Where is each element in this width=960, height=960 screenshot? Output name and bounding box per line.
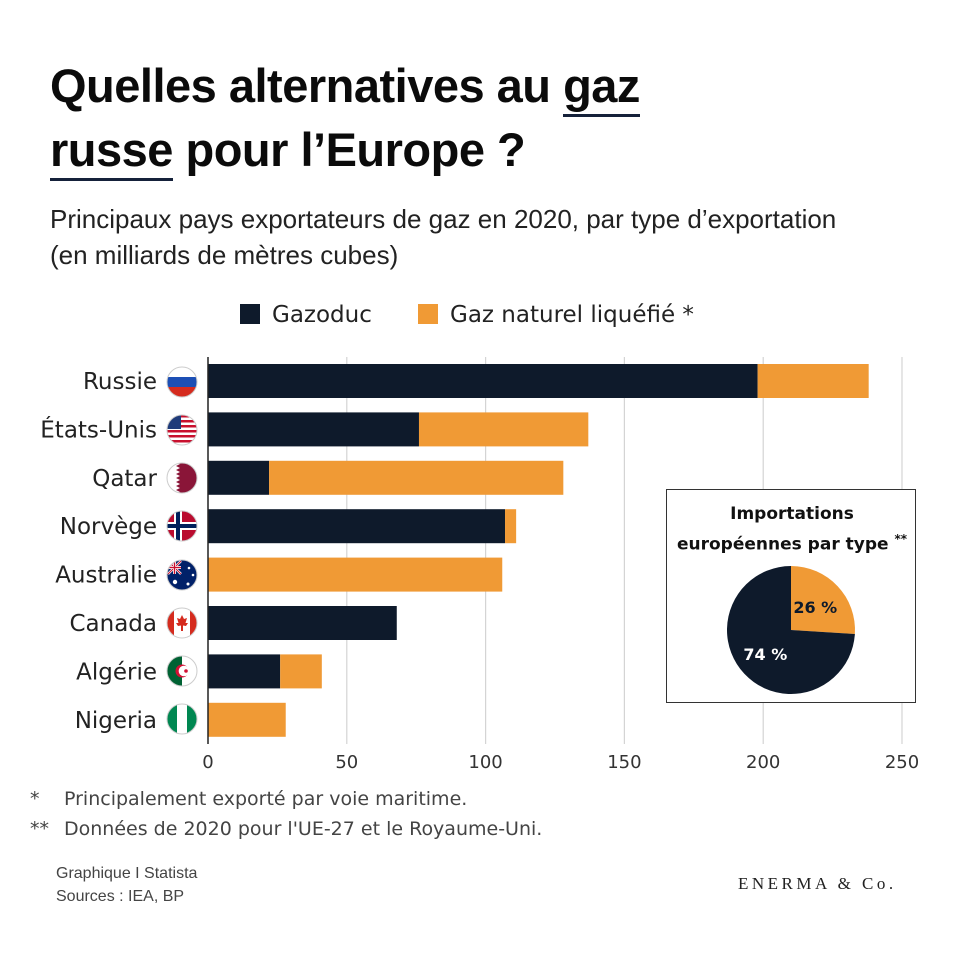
x-tick-label: 100 (468, 752, 502, 773)
bar-gnl (208, 557, 503, 592)
title-highlight-russe: russe (50, 123, 173, 181)
bar-gazoduc (208, 460, 270, 495)
bar-gazoduc (208, 412, 419, 447)
chart-subtitle: Principaux pays exportateurs de gaz en 2… (50, 204, 837, 270)
legend-swatch-gazoduc (240, 304, 260, 324)
x-tick-label: 50 (335, 752, 358, 773)
footnote-2-text: Données de 2020 pour l'UE-27 et le Royau… (64, 818, 543, 840)
bar-gnl (757, 364, 869, 398)
bar-gazoduc (208, 606, 397, 640)
footnote-1-text: Principalement exporté par voie maritime… (64, 788, 468, 810)
pie-slice (791, 566, 855, 635)
category-label: Qatar (92, 466, 157, 492)
bars (208, 364, 869, 737)
norway-flag-icon (166, 510, 198, 542)
pie-chart: 26 % 74 % (727, 566, 855, 694)
chart-title: Quelles alternatives au gaz russe pour l’… (50, 54, 910, 182)
canada-flag-icon (166, 607, 198, 639)
category-label: Nigeria (75, 708, 157, 734)
bar-gazoduc (208, 509, 506, 544)
brand-logo: ENERMA & Co. (738, 874, 897, 893)
inset-title: Importations européennes par type ** (667, 502, 917, 558)
title-part2: pour l’Europe ? (172, 123, 526, 176)
footnote-2-mark: ** (30, 818, 49, 840)
category-label: Australie (55, 563, 157, 589)
x-tick-label: 150 (607, 752, 641, 773)
usa-flag-icon (166, 414, 198, 446)
category-labels: Russie États-Unis Qatar Norvège Australie Can… (40, 369, 157, 734)
credit-line-2: Sources : IEA, BP (56, 888, 185, 905)
legend-label-gazoduc: Gazoduc (272, 302, 372, 328)
footnotes: * Principalement exporté par voie maritim… (30, 784, 542, 844)
inset-title-line1: Importations (730, 504, 854, 524)
category-label: États-Unis (40, 415, 157, 443)
title-part1: Quelles alternatives au (50, 59, 564, 112)
bar-gnl (505, 509, 517, 544)
category-label: Algérie (76, 659, 157, 685)
category-label: Canada (69, 611, 157, 637)
inset-title-mark: ** (894, 532, 908, 546)
title-highlight-gaz: gaz (563, 59, 640, 117)
nigeria-flag-icon (166, 703, 198, 735)
inset-pie-panel: Importations européennes par type ** 26 … (666, 489, 916, 703)
credit-line-1: Graphique I Statista (56, 865, 198, 882)
russia-flag-icon (166, 366, 198, 398)
legend-swatch-gnl (418, 304, 438, 324)
bar-gnl (280, 654, 322, 689)
bar-gnl (208, 702, 286, 737)
x-tick-label: 250 (885, 752, 919, 773)
legend-label-gnl: Gaz naturel liquéfié * (450, 302, 694, 328)
inset-title-line2: européennes par type (676, 534, 889, 555)
pie-slice-label: 26 % (793, 598, 837, 617)
credit: Graphique I Statista Sources : IEA, BP (56, 862, 197, 908)
footnote-2: ** Données de 2020 pour l'UE-27 et le Roy… (30, 814, 542, 844)
bar-gazoduc (208, 654, 281, 689)
x-tick-labels: 0 50 100 150 200 250 (202, 752, 919, 773)
category-label: Russie (83, 369, 157, 395)
bar-gnl (418, 412, 589, 447)
x-tick-label: 200 (746, 752, 780, 773)
pie-slice-label: 74 % (743, 645, 787, 664)
algeria-flag-icon (166, 655, 198, 687)
australia-flag-icon (166, 559, 198, 591)
bar-gnl (269, 460, 564, 495)
category-label: Norvège (60, 514, 157, 540)
legend: Gazoduc Gaz naturel liquéfié * (240, 302, 694, 328)
bar-gazoduc (208, 364, 758, 398)
x-tick-label: 0 (202, 752, 213, 773)
footnote-1-mark: * (30, 788, 40, 810)
qatar-flag-icon (166, 462, 198, 494)
pie-slice (727, 566, 855, 694)
footnote-1: * Principalement exporté par voie maritim… (30, 784, 542, 814)
